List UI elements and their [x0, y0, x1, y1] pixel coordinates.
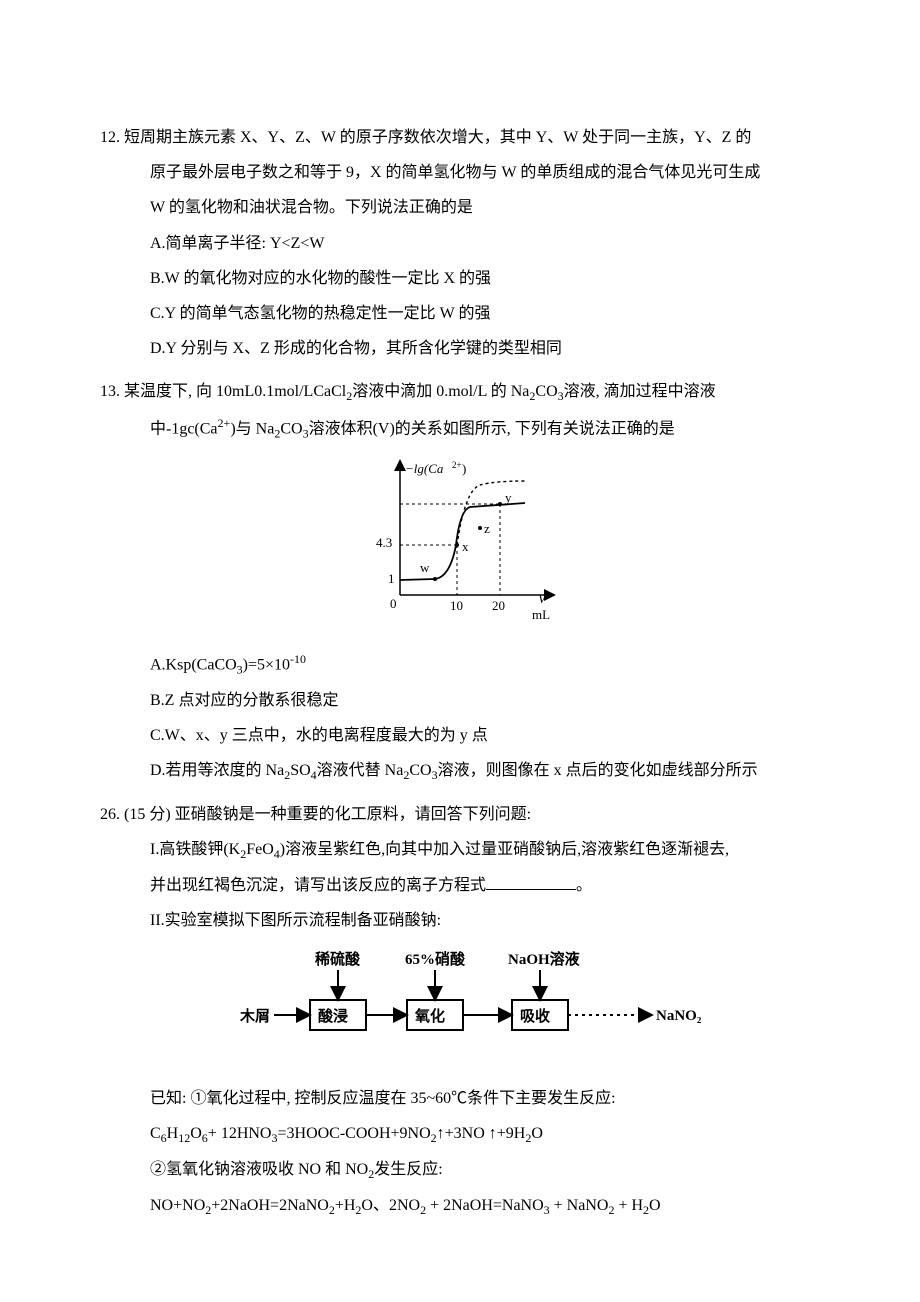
q12-line2: 原子最外层电子数之和等于 9，X 的简单氢化物与 W 的单质组成的混合气体见光可… — [100, 155, 820, 190]
svg-text:): ) — [462, 461, 466, 476]
q12-option-a: A.简单离子半径: Y<Z<W — [100, 226, 820, 261]
flow-box1: 酸浸 — [318, 1007, 348, 1025]
q13-option-d: D.若用等浓度的 Na2SO4溶液代替 Na2CO3溶液，则图像在 x 点后的变… — [100, 753, 820, 789]
flow-left: 木屑 — [240, 1007, 270, 1025]
q12-option-c: C.Y 的简单气态氢化物的热稳定性一定比 W 的强 — [100, 296, 820, 331]
question-12: 12. 短周期主族元素 X、Y、Z、W 的原子序数依次增大，其中 Y、W 处于同… — [100, 120, 820, 366]
xtick-10: 10 — [450, 598, 463, 613]
q13-option-a: A.Ksp(CaCO3)=5×10-10 — [100, 646, 820, 683]
v-axis: V — [538, 591, 548, 606]
q12-option-b: B.W 的氧化物对应的水化物的酸性一定比 X 的强 — [100, 261, 820, 296]
flow-box3: 吸收 — [520, 1007, 550, 1025]
q26-title: (15 分) 亚硝酸钠是一种重要的化工原料，请回答下列问题: — [124, 797, 820, 832]
q26-number: 26. — [100, 797, 120, 832]
q13-chart: −lg(Ca 2+ ) 4.3 1 0 10 20 V mL — [100, 455, 820, 638]
q12-line1: 短周期主族元素 X、Y、Z、W 的原子序数依次增大，其中 Y、W 处于同一主族，… — [124, 120, 820, 155]
q13-number: 13. — [100, 374, 120, 409]
q12-stem: 12. 短周期主族元素 X、Y、Z、W 的原子序数依次增大，其中 Y、W 处于同… — [100, 120, 820, 155]
xlabel: mL — [532, 607, 550, 622]
pt-w: w — [420, 560, 430, 575]
xtick-20: 20 — [492, 598, 505, 613]
pt-y: y — [505, 490, 512, 505]
blank-line — [486, 874, 576, 890]
question-26: 26. (15 分) 亚硝酸钠是一种重要的化工原料，请回答下列问题: I.高铁酸… — [100, 797, 820, 1223]
q13-chart-svg: −lg(Ca 2+ ) 4.3 1 0 10 20 V mL — [350, 455, 570, 625]
flow-top3: NaOH溶液 — [508, 950, 581, 968]
svg-text:2+: 2+ — [452, 460, 462, 470]
flow-top2: 65%硝酸 — [405, 950, 466, 968]
q26-known: 已知: ①氧化过程中, 控制反应温度在 35~60℃条件下主要发生反应: — [100, 1081, 820, 1116]
q12-number: 12. — [100, 120, 120, 155]
ytick-4-3: 4.3 — [376, 535, 392, 550]
origin: 0 — [390, 596, 397, 611]
flow-out: NaNO₂ — [656, 1008, 702, 1024]
q26-I-line2: 并出现红褐色沉淀，请写出该反应的离子方程式。 — [100, 868, 820, 903]
flow-top1: 稀硫酸 — [315, 950, 361, 968]
q13-line1: 某温度下, 向 10mL0.1mol/LCaCl2溶液中滴加 0.mol/L 的… — [124, 374, 820, 410]
q26-known2: ②氢氧化钠溶液吸收 NO 和 NO2发生反应: — [100, 1152, 820, 1188]
q13-option-b: B.Z 点对应的分散系很稳定 — [100, 683, 820, 718]
q13-stem: 13. 某温度下, 向 10mL0.1mol/LCaCl2溶液中滴加 0.mol… — [100, 374, 820, 410]
pt-x: x — [462, 539, 469, 554]
q26-II: II.实验室模拟下图所示流程制备亚硝酸钠: — [100, 903, 820, 938]
q26-flowchart: 稀硫酸 65%硝酸 NaOH溶液 酸浸 氧化 吸收 木屑 NaNO₂ — [140, 948, 820, 1071]
q12-line3: W 的氢化物和油状混合物。下列说法正确的是 — [100, 190, 820, 225]
question-13: 13. 某温度下, 向 10mL0.1mol/LCaCl2溶液中滴加 0.mol… — [100, 374, 820, 789]
ylabel: −lg(Ca — [405, 461, 444, 476]
pt-z: z — [484, 521, 490, 536]
q12-option-d: D.Y 分别与 X、Z 形成的化合物，其所含化学键的类型相同 — [100, 331, 820, 366]
flowchart-svg: 稀硫酸 65%硝酸 NaOH溶液 酸浸 氧化 吸收 木屑 NaNO₂ — [240, 948, 720, 1058]
ytick-1: 1 — [388, 571, 395, 586]
q26-eq1: C6H12O6+ 12HNO3=3HOOC-COOH+9NO2↑+3NO ↑+9… — [100, 1116, 820, 1152]
q13-option-c: C.W、x、y 三点中，水的电离程度最大的为 y 点 — [100, 718, 820, 753]
q13-line2: 中-1gc(Ca2+)与 Na2CO3溶液体积(V)的关系如图所示, 下列有关说… — [100, 410, 820, 447]
q26-I-line1: I.高铁酸钾(K2FeO4)溶液呈紫红色,向其中加入过量亚硝酸钠后,溶液紫红色逐… — [100, 832, 820, 868]
flow-box2: 氧化 — [414, 1007, 445, 1025]
q26-eq2: NO+NO2+2NaOH=2NaNO2+H2O、2NO2 + 2NaOH=NaN… — [100, 1188, 820, 1224]
q26-head: 26. (15 分) 亚硝酸钠是一种重要的化工原料，请回答下列问题: — [100, 797, 820, 832]
